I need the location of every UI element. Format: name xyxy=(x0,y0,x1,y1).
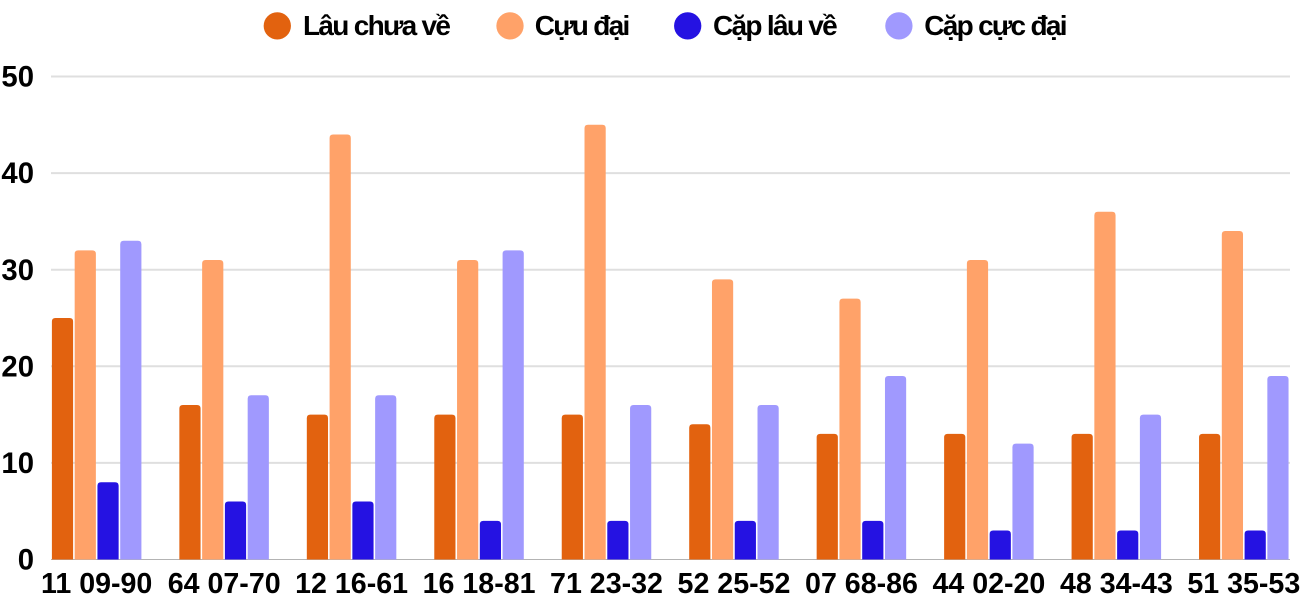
svg-text:20: 20 xyxy=(1,350,34,383)
svg-text:44 02-20: 44 02-20 xyxy=(932,568,1045,600)
svg-text:Lâu chưa về: Lâu chưa về xyxy=(303,10,450,41)
svg-text:12 16-61: 12 16-61 xyxy=(295,568,408,600)
svg-text:16 18-81: 16 18-81 xyxy=(423,568,536,600)
svg-text:Cặp cực đại: Cặp cực đại xyxy=(924,10,1066,41)
svg-text:07 68-86: 07 68-86 xyxy=(805,568,918,600)
svg-text:52 25-52: 52 25-52 xyxy=(678,568,791,600)
svg-text:64 07-70: 64 07-70 xyxy=(168,568,281,600)
svg-text:71 23-32: 71 23-32 xyxy=(550,568,663,600)
svg-text:10: 10 xyxy=(1,447,34,480)
svg-text:11 09-90: 11 09-90 xyxy=(41,568,152,600)
svg-text:40: 40 xyxy=(1,157,34,190)
svg-text:30: 30 xyxy=(1,254,34,287)
svg-text:48 34-43: 48 34-43 xyxy=(1060,568,1173,600)
svg-text:51 35-53: 51 35-53 xyxy=(1187,568,1300,600)
svg-text:50: 50 xyxy=(1,61,34,94)
svg-text:Cựu đại: Cựu đại xyxy=(535,10,629,41)
svg-text:0: 0 xyxy=(18,544,34,577)
svg-text:Cặp lâu về: Cặp lâu về xyxy=(713,10,837,41)
